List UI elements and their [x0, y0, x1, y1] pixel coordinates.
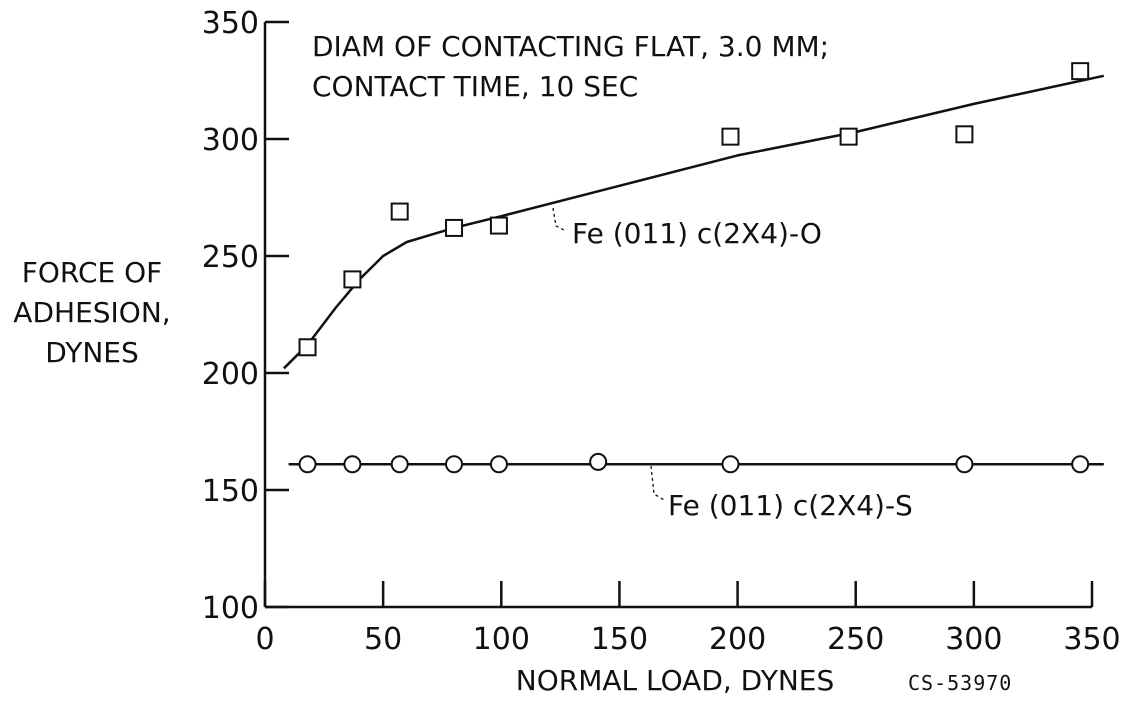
data-point-square [955, 125, 974, 144]
axes [263, 22, 1092, 609]
data-point-square [390, 202, 409, 221]
x-tick-label: 50 [364, 622, 402, 657]
data-point-circle [298, 455, 317, 474]
data-point-square [721, 127, 740, 146]
data-point-square [343, 270, 362, 289]
x-tick-label: 0 [255, 622, 274, 657]
series-label-leader-o [552, 207, 567, 232]
data-point-circle [390, 455, 409, 474]
data-point-circle [721, 455, 740, 474]
fit-line [283, 74, 1105, 370]
x-tick-label: 350 [1063, 622, 1120, 657]
y-tick-label: 100 [202, 591, 259, 626]
data-point-circle [1071, 455, 1090, 474]
y-tick-label: 350 [202, 6, 259, 41]
x-tick-label: 150 [591, 622, 648, 657]
data-point-square [298, 338, 317, 357]
data-point-circle [489, 455, 508, 474]
y-axis-title-line-1: FORCE OF [22, 256, 163, 289]
y-tick-label: 150 [202, 474, 259, 509]
y-tick-label: 200 [202, 357, 259, 392]
series-2 [288, 452, 1104, 474]
figure-id: CS-53970 [908, 671, 1012, 695]
x-tick-label: 300 [945, 622, 1002, 657]
annotation-line-1: DIAM OF CONTACTING FLAT, 3.0 MM; [312, 30, 829, 63]
y-axis-title-line-3: DYNES [45, 336, 139, 369]
y-tick-label: 250 [202, 240, 259, 275]
series-labels: Fe (011) c(2X4)-O Fe (011) c(2X4)-S [552, 207, 913, 522]
data-point-circle [955, 455, 974, 474]
data-point-square [489, 216, 508, 235]
annotation-line-2: CONTACT TIME, 10 SEC [312, 70, 638, 103]
x-axis-title: NORMAL LOAD, DYNES [516, 664, 834, 697]
x-tick-label: 200 [709, 622, 766, 657]
y-axis-title: FORCE OF ADHESION, DYNES [13, 256, 170, 369]
series-label-s: Fe (011) c(2X4)-S [668, 489, 913, 522]
data-point-square [1071, 62, 1090, 81]
x-ticks: 0 50 100 150 200 250 300 350 [255, 581, 1121, 657]
x-tick-label: 250 [827, 622, 884, 657]
series-label-leader-s [650, 465, 665, 501]
annotation: DIAM OF CONTACTING FLAT, 3.0 MM; CONTACT… [312, 30, 829, 103]
x-tick-label: 100 [473, 622, 530, 657]
data-point-square [445, 218, 464, 237]
series-layer [283, 62, 1105, 474]
data-point-circle [445, 455, 464, 474]
data-point-square [839, 127, 858, 146]
series-1 [283, 62, 1105, 370]
y-ticks: 100 150 200 250 300 350 [202, 6, 289, 626]
y-axis-title-line-2: ADHESION, [13, 296, 170, 329]
data-point-circle [343, 455, 362, 474]
data-point-circle [589, 452, 608, 471]
y-tick-label: 300 [202, 123, 259, 158]
series-label-o: Fe (011) c(2X4)-O [572, 217, 822, 250]
